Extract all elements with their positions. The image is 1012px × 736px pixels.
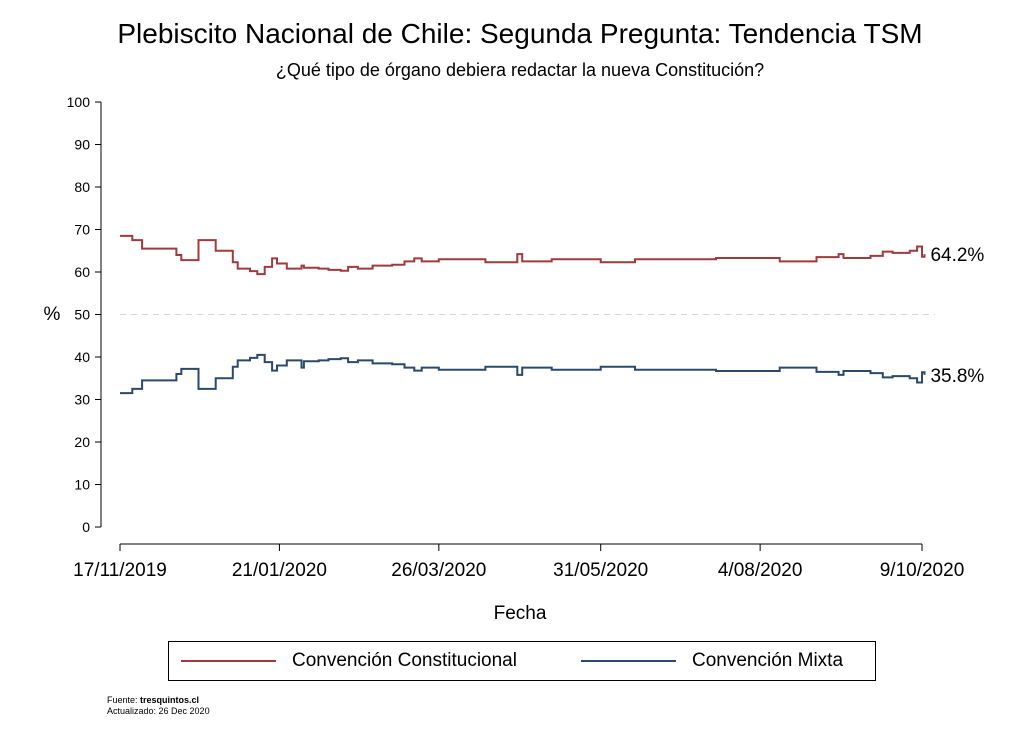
y-tick-label: 100 (67, 94, 91, 110)
source-name: tresquintos.cl (140, 695, 200, 705)
x-tick-label: 17/11/2019 (73, 560, 167, 581)
legend-item-convencion-constitucional: Convención Constitucional (181, 650, 517, 672)
x-axis: 17/11/2019 21/01/2020 26/03/2020 31/05/2020… (73, 543, 965, 581)
x-tick-label: 4/08/2020 (718, 560, 803, 581)
series-line-convencion-constitucional (120, 234, 926, 276)
y-tick-label: 80 (74, 179, 90, 195)
x-tick-label: 31/05/2020 (553, 560, 648, 581)
y-tick-label: 70 (74, 222, 90, 238)
series-line-convencion-mixta (120, 353, 926, 395)
y-tick-label: 40 (74, 349, 90, 365)
legend-swatch-constitucional (181, 660, 276, 662)
legend-item-convencion-mixta: Convención Mixta (581, 650, 843, 672)
y-tick-label: 60 (74, 264, 90, 280)
chart-title: Plebiscito Nacional de Chile: Segunda Pr… (117, 18, 923, 49)
y-tick-label: 50 (74, 307, 90, 323)
y-tick-label: 30 (74, 392, 90, 408)
footer: Fuente: tresquintos.cl Actualizado: 26 D… (107, 695, 210, 717)
end-value-label: 35.8% (930, 366, 984, 387)
y-axis: 0 10 20 30 40 50 60 70 80 90 100 (67, 94, 102, 535)
chart-subtitle: ¿Qué tipo de órgano debiera redactar la … (275, 60, 765, 80)
y-tick-label: 90 (74, 137, 90, 153)
y-tick-label: 0 (82, 519, 90, 535)
series-layer: 64.2% 35.8% (120, 234, 984, 395)
source-line: Fuente: tresquintos.cl (107, 695, 210, 706)
x-tick-label: 9/10/2020 (880, 560, 965, 581)
x-tick-label: 26/03/2020 (391, 560, 486, 581)
updated-line: Actualizado: 26 Dec 2020 (107, 706, 210, 716)
y-tick-label: 20 (74, 434, 90, 450)
legend: Convención Constitucional Convención Mix… (168, 641, 876, 681)
legend-label-constitucional: Convención Constitucional (292, 650, 517, 671)
legend-label-mixta: Convención Mixta (692, 650, 844, 671)
x-tick-label: 21/01/2020 (232, 560, 327, 581)
end-value-label: 64.2% (930, 245, 984, 266)
x-axis-label: Fecha (494, 603, 547, 624)
source-prefix: Fuente: (107, 695, 138, 705)
y-axis-label: % (44, 304, 61, 325)
legend-swatch-mixta (581, 660, 676, 662)
y-tick-label: 10 (74, 477, 90, 493)
